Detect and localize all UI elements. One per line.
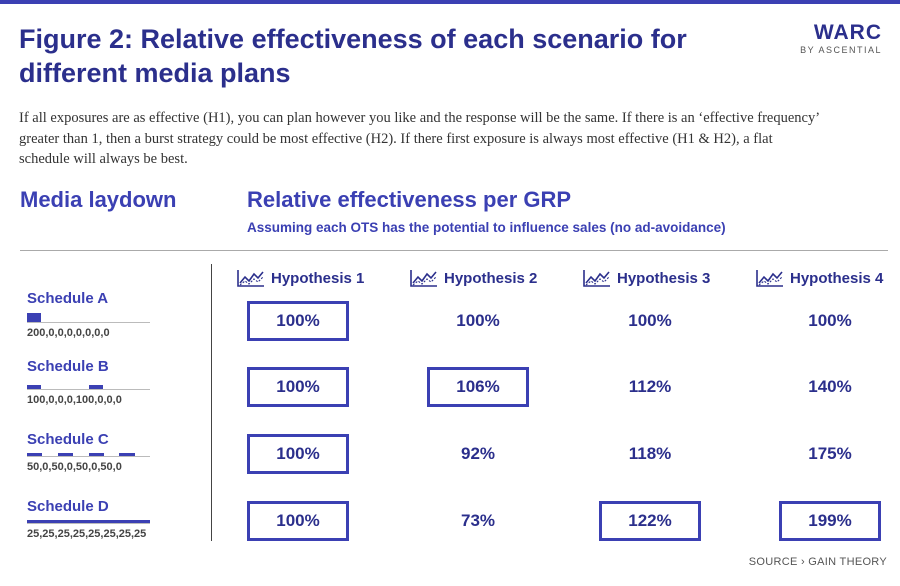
schedule-label: Schedule D — [27, 498, 109, 515]
laydown-values: 200,0,0,0,0,0,0,0 — [27, 327, 110, 339]
effectiveness-value: 106% — [427, 367, 529, 407]
laydown-baseline — [27, 389, 150, 390]
effectiveness-value: 100% — [456, 311, 500, 330]
header-divider — [20, 250, 888, 251]
laydown-bar — [27, 520, 43, 523]
figure-title: Figure 2: Relative effectiveness of each… — [19, 24, 687, 88]
top-accent-bar — [0, 0, 900, 4]
column-header-hypothesis-1: Hypothesis 1 — [236, 268, 364, 288]
column-header-hypothesis-4: Hypothesis 4 — [755, 268, 883, 288]
column-header-label: Hypothesis 3 — [617, 269, 711, 287]
laydown-bar — [73, 520, 89, 523]
schedule-label: Schedule B — [27, 358, 109, 375]
intro-paragraph: If all exposures are as effective (H1), … — [19, 110, 819, 167]
column-divider — [211, 264, 212, 541]
laydown-bar — [27, 453, 43, 456]
line-chart-icon — [756, 270, 783, 287]
laydown-bar — [42, 520, 58, 523]
effectiveness-heading: Relative effectiveness per GRP — [247, 187, 572, 212]
effectiveness-value: 140% — [808, 377, 852, 396]
laydown-values: 50,0,50,0,50,0,50,0 — [27, 461, 122, 473]
effectiveness-subheading: Assuming each OTS has the potential to i… — [247, 220, 726, 235]
laydown-baseline — [27, 523, 150, 524]
line-chart-icon — [583, 270, 610, 287]
line-chart-icon — [410, 270, 437, 287]
laydown-bar — [88, 384, 103, 389]
laydown-bar — [27, 313, 41, 322]
laydown-bar — [119, 453, 135, 456]
media-laydown-heading: Media laydown — [20, 187, 177, 212]
column-header-hypothesis-2: Hypothesis 2 — [409, 268, 537, 288]
effectiveness-value: 100% — [247, 434, 349, 474]
effectiveness-value: 199% — [779, 501, 881, 541]
effectiveness-value: 100% — [247, 301, 349, 341]
warc-logo: WARC BY ASCENTIAL — [800, 22, 882, 56]
laydown-bar — [88, 520, 104, 523]
effectiveness-value: 112% — [628, 377, 672, 396]
schedule-label: Schedule C — [27, 431, 109, 448]
effectiveness-value: 100% — [628, 311, 672, 330]
logo-sub-text: BY ASCENTIAL — [800, 45, 882, 55]
effectiveness-value: 122% — [599, 501, 701, 541]
logo-main-text: WARC — [813, 21, 882, 44]
laydown-bar — [88, 453, 104, 456]
laydown-bar — [119, 520, 135, 523]
laydown-bar — [57, 520, 74, 523]
column-header-label: Hypothesis 4 — [790, 269, 884, 287]
laydown-bar — [27, 384, 41, 389]
line-chart-icon — [237, 270, 264, 287]
column-header-hypothesis-3: Hypothesis 3 — [582, 268, 710, 288]
schedule-label: Schedule A — [27, 290, 109, 307]
effectiveness-value: 175% — [808, 444, 852, 463]
laydown-bar — [57, 453, 74, 456]
laydown-baseline — [27, 322, 150, 323]
laydown-values: 25,25,25,25,25,25,25,25 — [27, 528, 147, 540]
laydown-values: 100,0,0,0,100,0,0,0 — [27, 394, 122, 406]
effectiveness-value: 100% — [247, 501, 349, 541]
effectiveness-value: 100% — [808, 311, 852, 330]
laydown-bar — [134, 520, 150, 523]
column-header-label: Hypothesis 2 — [444, 269, 538, 287]
column-header-label: Hypothesis 1 — [271, 269, 365, 287]
laydown-bar — [103, 520, 120, 523]
laydown-baseline — [27, 456, 150, 457]
source-note: SOURCE › GAIN THEORY — [748, 556, 887, 568]
effectiveness-value: 118% — [628, 444, 672, 463]
effectiveness-value: 73% — [460, 511, 496, 530]
effectiveness-value: 100% — [247, 367, 349, 407]
effectiveness-value: 92% — [460, 444, 496, 463]
